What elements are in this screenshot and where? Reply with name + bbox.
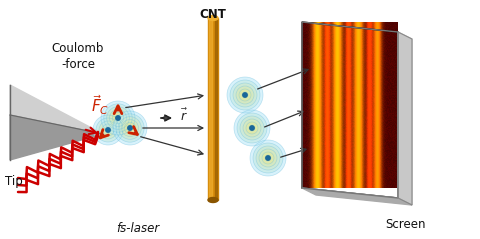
- Circle shape: [104, 104, 132, 132]
- Bar: [215, 18, 217, 200]
- Circle shape: [127, 125, 133, 131]
- Circle shape: [250, 126, 254, 130]
- Bar: [209, 18, 212, 200]
- Polygon shape: [302, 188, 412, 205]
- Circle shape: [109, 109, 127, 126]
- Ellipse shape: [208, 197, 218, 202]
- Circle shape: [99, 121, 117, 139]
- Circle shape: [259, 149, 277, 167]
- Circle shape: [246, 122, 258, 134]
- Text: fs-laser: fs-laser: [116, 222, 160, 235]
- Text: Screen: Screen: [385, 218, 425, 231]
- Circle shape: [266, 156, 270, 160]
- Circle shape: [262, 152, 274, 164]
- Circle shape: [240, 116, 264, 140]
- Circle shape: [124, 122, 136, 134]
- Circle shape: [105, 127, 111, 133]
- Circle shape: [116, 114, 144, 142]
- Circle shape: [93, 115, 123, 145]
- Circle shape: [116, 116, 120, 120]
- Circle shape: [96, 118, 120, 142]
- Polygon shape: [10, 85, 103, 134]
- Bar: [208, 18, 218, 200]
- Polygon shape: [398, 32, 412, 205]
- Circle shape: [250, 140, 286, 176]
- Circle shape: [115, 115, 121, 121]
- Circle shape: [119, 117, 141, 139]
- Circle shape: [236, 86, 254, 104]
- Circle shape: [242, 92, 248, 98]
- Circle shape: [233, 83, 257, 107]
- Text: Tip: Tip: [5, 175, 23, 188]
- Circle shape: [113, 111, 147, 145]
- Circle shape: [234, 110, 270, 146]
- Circle shape: [101, 101, 135, 135]
- Circle shape: [102, 124, 114, 136]
- Circle shape: [230, 80, 260, 110]
- Circle shape: [112, 112, 124, 124]
- Circle shape: [249, 125, 255, 131]
- Circle shape: [107, 107, 129, 129]
- Text: Coulomb
-force: Coulomb -force: [52, 42, 104, 71]
- Circle shape: [243, 119, 261, 137]
- Circle shape: [253, 143, 283, 173]
- Ellipse shape: [208, 16, 218, 21]
- Circle shape: [239, 89, 251, 101]
- Text: $\vec{r}$: $\vec{r}$: [180, 108, 188, 124]
- Circle shape: [227, 77, 263, 113]
- Circle shape: [128, 126, 132, 130]
- Text: $\vec{F}_C$: $\vec{F}_C$: [91, 93, 109, 117]
- Circle shape: [106, 128, 110, 132]
- Text: CNT: CNT: [200, 8, 227, 21]
- Circle shape: [256, 146, 280, 170]
- Circle shape: [243, 93, 247, 97]
- Circle shape: [237, 113, 267, 143]
- Circle shape: [265, 155, 271, 161]
- Polygon shape: [10, 115, 103, 160]
- Circle shape: [121, 120, 139, 136]
